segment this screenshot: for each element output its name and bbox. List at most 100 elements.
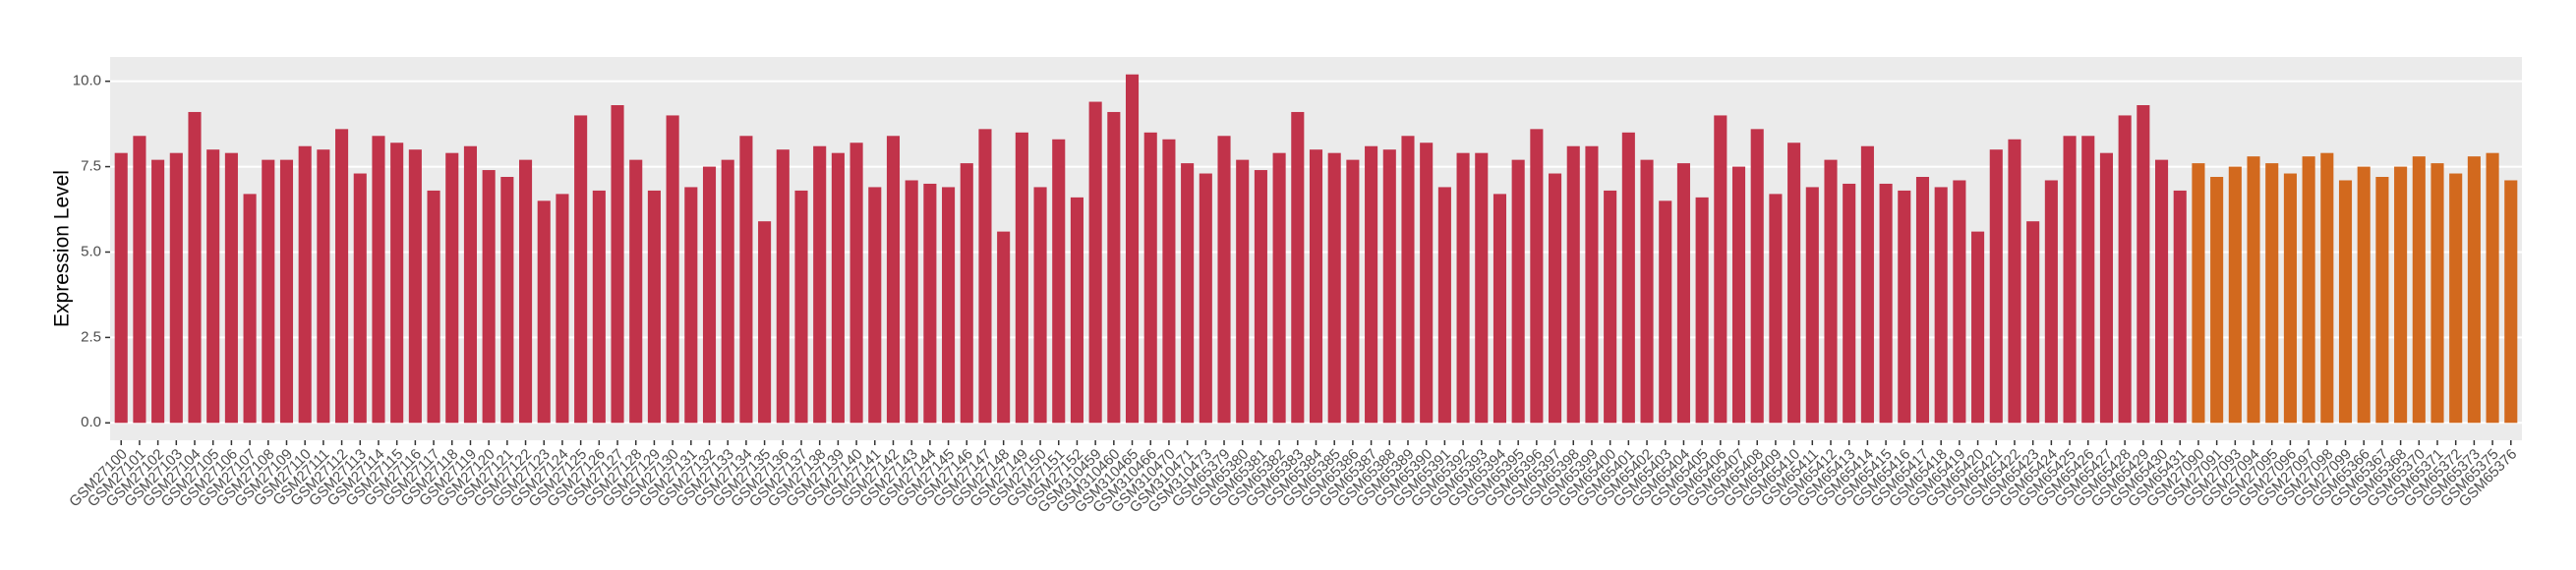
bar [2320, 152, 2334, 424]
bar [519, 159, 533, 424]
bar [1327, 152, 1341, 424]
bar [1456, 152, 1470, 424]
bar [1346, 159, 1360, 424]
bar [1879, 183, 1893, 424]
bar [2081, 136, 2095, 424]
bar [2099, 152, 2113, 424]
bar [794, 190, 808, 424]
bar [2044, 180, 2058, 424]
bar [279, 159, 294, 424]
y-tick-label: 10.0 [73, 73, 101, 89]
bar [1217, 136, 1231, 424]
bar [224, 152, 238, 424]
bar [1493, 194, 1507, 424]
bar [151, 159, 165, 424]
bar [831, 152, 845, 424]
bar [1640, 159, 1654, 424]
bar [2430, 163, 2444, 424]
bar [684, 187, 698, 424]
bar [813, 145, 827, 424]
bar [537, 200, 551, 424]
bar [2449, 173, 2463, 424]
bar [1621, 132, 1635, 424]
bar [592, 190, 606, 424]
bar [1088, 101, 1102, 424]
bar [2228, 166, 2242, 424]
bar [114, 152, 128, 424]
bar [2192, 163, 2205, 424]
bar [1731, 166, 1746, 424]
bar [1604, 190, 1617, 424]
bar [2265, 163, 2279, 424]
bar [2412, 156, 2426, 424]
bar [2375, 177, 2389, 424]
bar [390, 142, 404, 424]
bar [1015, 132, 1028, 424]
bar [2173, 190, 2187, 424]
bar [1107, 111, 1121, 424]
bar [1860, 145, 1874, 424]
bar [702, 166, 717, 424]
bar [1382, 149, 1396, 424]
bar [445, 152, 459, 424]
bar [206, 149, 220, 424]
y-tick-label: 5.0 [81, 243, 101, 259]
bar [317, 149, 330, 424]
bar [1714, 115, 1727, 424]
bar [1199, 173, 1212, 424]
bar [1475, 152, 1489, 424]
bar [2137, 105, 2150, 424]
bar [1143, 132, 1157, 424]
bar [886, 136, 901, 424]
bar [629, 159, 643, 424]
bar [647, 190, 661, 424]
bar [758, 221, 772, 424]
bar [2283, 173, 2297, 424]
bar [2467, 156, 2481, 424]
bar [2394, 166, 2408, 424]
bar [1530, 129, 1544, 424]
bar [1695, 197, 1709, 424]
bar [1125, 74, 1140, 424]
bar [2504, 180, 2518, 424]
bar [1052, 139, 1066, 424]
bar [408, 149, 422, 424]
y-axis-label: Expression Level [51, 170, 74, 327]
y-tick-label: 2.5 [81, 328, 101, 345]
bar [372, 136, 385, 424]
bar [2357, 166, 2371, 424]
bar [849, 142, 863, 424]
bar [1309, 149, 1323, 424]
bar [1033, 187, 1047, 424]
bar [133, 136, 146, 424]
bar [1070, 197, 1083, 424]
bar [1549, 173, 1562, 424]
bar [1272, 152, 1286, 424]
bar [1805, 187, 1819, 424]
bar [1750, 129, 1764, 424]
bar [1898, 190, 1911, 424]
bar [776, 149, 790, 424]
bar [1953, 180, 1966, 424]
bar [1843, 183, 1856, 424]
bar [611, 105, 624, 424]
bar [1401, 136, 1415, 424]
bar [978, 129, 992, 424]
bar [500, 177, 514, 424]
y-tick-label: 7.5 [81, 158, 101, 175]
bar [427, 190, 440, 424]
bar [2247, 156, 2260, 424]
bar [942, 187, 956, 424]
bar [335, 129, 349, 424]
bar [739, 136, 753, 424]
bar [463, 145, 477, 424]
bar [1566, 145, 1580, 424]
bar [1365, 145, 1378, 424]
bar [1437, 187, 1451, 424]
bar [1236, 159, 1250, 424]
bar [1787, 142, 1801, 424]
bar [262, 159, 275, 424]
bar [1511, 159, 1525, 424]
bar [1659, 200, 1672, 424]
